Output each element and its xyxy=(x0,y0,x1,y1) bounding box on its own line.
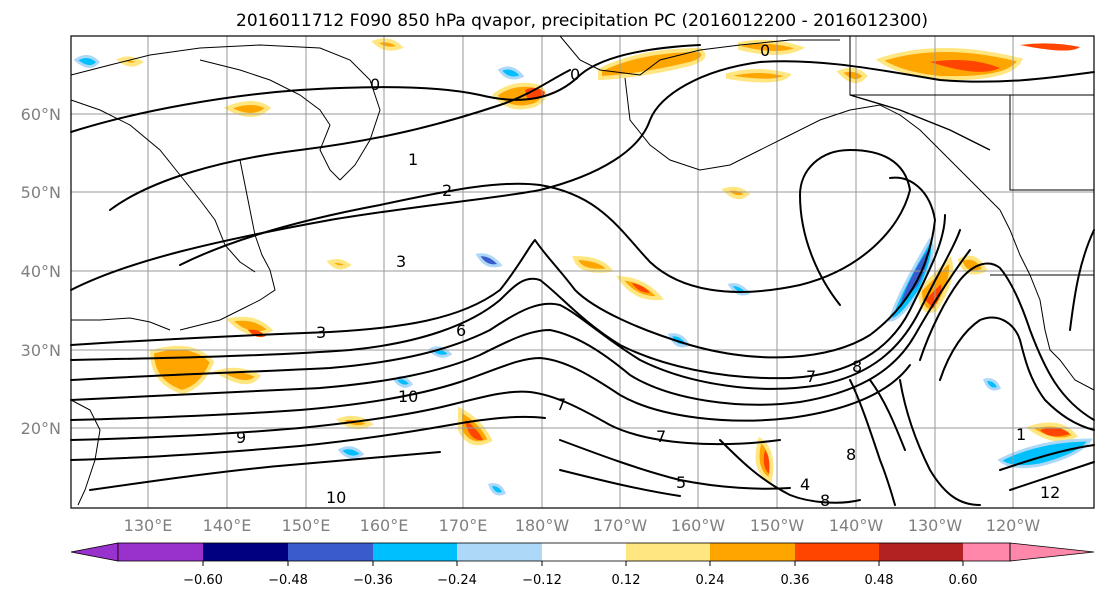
contour-label: 7 xyxy=(806,367,816,386)
latitude-axis: 60°N 50°N 40°N 30°N 20°N xyxy=(21,105,61,438)
colorbar-tick-label: 0.60 xyxy=(949,573,978,588)
contour-label: 2 xyxy=(442,181,452,200)
lon-label: 130°W xyxy=(908,516,963,535)
contour-labels: 0 0 0 1 2 3 6 10 9 8 10 1 7 8 3 4 7 12 8… xyxy=(236,41,1060,510)
contour-label: 1 xyxy=(408,150,418,169)
lat-label: 30°N xyxy=(21,341,61,360)
lon-label: 170°W xyxy=(593,516,648,535)
colorbar-swatch xyxy=(626,543,710,561)
colorbar-tick-label: 0.12 xyxy=(612,573,641,588)
colorbar-swatch xyxy=(542,543,626,561)
map-panel: 0 0 0 1 2 3 6 10 9 8 10 1 7 8 3 4 7 12 8… xyxy=(70,35,1095,510)
contour-label: 0 xyxy=(760,41,770,60)
colorbar-tick-label: −0.12 xyxy=(522,573,562,588)
contour-label: 8 xyxy=(852,357,862,376)
contour-label: 8 xyxy=(820,491,830,510)
colorbar-tick-label: −0.60 xyxy=(183,573,223,588)
contour-label: 7 xyxy=(656,427,666,446)
contour-label: 6 xyxy=(456,321,466,340)
lon-label: 170°E xyxy=(439,516,488,535)
map-frame xyxy=(70,35,1095,509)
lon-label: 120°W xyxy=(986,516,1041,535)
colorbar-low-extension xyxy=(70,542,119,562)
colorbar-swatch xyxy=(288,543,373,561)
colorbar-swatch xyxy=(457,543,542,561)
colorbar-swatch xyxy=(373,543,457,561)
contour-label: 1 xyxy=(1016,425,1026,444)
colorbar-tick-label: 0.24 xyxy=(696,573,725,588)
colorbar-high-extension xyxy=(1009,542,1095,562)
colorbar-swatch xyxy=(879,543,963,561)
contour-label: 3 xyxy=(396,252,406,271)
colorbar-swatch xyxy=(795,543,879,561)
contour-label: 5 xyxy=(676,473,686,492)
lat-label: 50°N xyxy=(21,183,61,202)
lon-label: 150°W xyxy=(750,516,805,535)
contour-label: 8 xyxy=(846,445,856,464)
contour-label: 10 xyxy=(398,387,418,406)
lon-label: 180°W xyxy=(515,516,570,535)
colorbar-tick-label: 0.48 xyxy=(865,573,894,588)
figure-title: 2016011712 F090 850 hPa qvapor, precipit… xyxy=(236,11,928,31)
contour-label: 0 xyxy=(370,75,380,94)
lon-label: 150°E xyxy=(282,516,331,535)
colorbar-swatch xyxy=(710,543,795,561)
colorbar-tick-label: −0.48 xyxy=(268,573,308,588)
colorbar: −0.60 −0.48 −0.36 −0.24 −0.12 0.12 0.24 … xyxy=(70,542,1095,588)
colorbar-tick-label: −0.24 xyxy=(437,573,477,588)
lon-label: 130°E xyxy=(124,516,173,535)
lat-label: 60°N xyxy=(21,105,61,124)
colorbar-tick-label: −0.36 xyxy=(353,573,393,588)
lon-label: 140°W xyxy=(829,516,884,535)
contour-label: 12 xyxy=(1040,483,1060,502)
colorbar-swatch xyxy=(963,543,1010,561)
longitude-axis: 130°E 140°E 150°E 160°E 170°E 180°W 170°… xyxy=(124,516,1041,535)
colorbar-swatch xyxy=(118,543,203,561)
colorbar-tick-label: 0.36 xyxy=(781,573,810,588)
colorbar-swatch xyxy=(203,543,288,561)
contour-label: 10 xyxy=(326,488,346,507)
contour-label: 4 xyxy=(800,475,810,494)
contour-label: 9 xyxy=(236,428,246,447)
lat-label: 40°N xyxy=(21,262,61,281)
contour-label: 7 xyxy=(556,395,566,414)
lon-label: 160°W xyxy=(671,516,726,535)
qvapor-contours xyxy=(70,44,1095,506)
contour-label: 3 xyxy=(316,323,326,342)
contour-label: 0 xyxy=(570,65,580,84)
lon-label: 140°E xyxy=(203,516,252,535)
lon-label: 160°E xyxy=(360,516,409,535)
coastlines xyxy=(70,35,1095,506)
lat-label: 20°N xyxy=(21,419,61,438)
